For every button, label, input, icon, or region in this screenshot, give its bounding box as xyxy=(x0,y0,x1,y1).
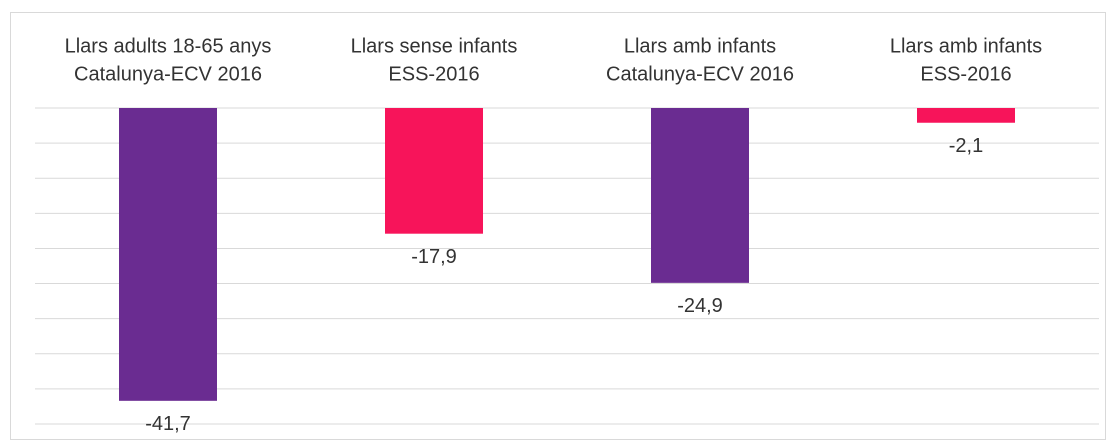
value-label: -2,1 xyxy=(949,135,983,157)
bar xyxy=(651,108,749,283)
category-label: Llars amb infants xyxy=(624,35,776,57)
category-label: Catalunya-ECV 2016 xyxy=(606,63,794,85)
category-label: ESS-2016 xyxy=(388,63,479,85)
bar xyxy=(119,108,217,401)
category-label: Llars adults 18-65 anys xyxy=(65,35,272,57)
category-label: Llars sense infants xyxy=(351,35,518,57)
value-label: -41,7 xyxy=(145,413,191,435)
bar xyxy=(917,108,1015,123)
value-label: -24,9 xyxy=(677,295,723,317)
bar xyxy=(385,108,483,234)
category-label: Llars amb infants xyxy=(890,35,1042,57)
category-label: ESS-2016 xyxy=(920,63,1011,85)
value-label: -17,9 xyxy=(411,246,457,268)
category-label: Catalunya-ECV 2016 xyxy=(74,63,262,85)
